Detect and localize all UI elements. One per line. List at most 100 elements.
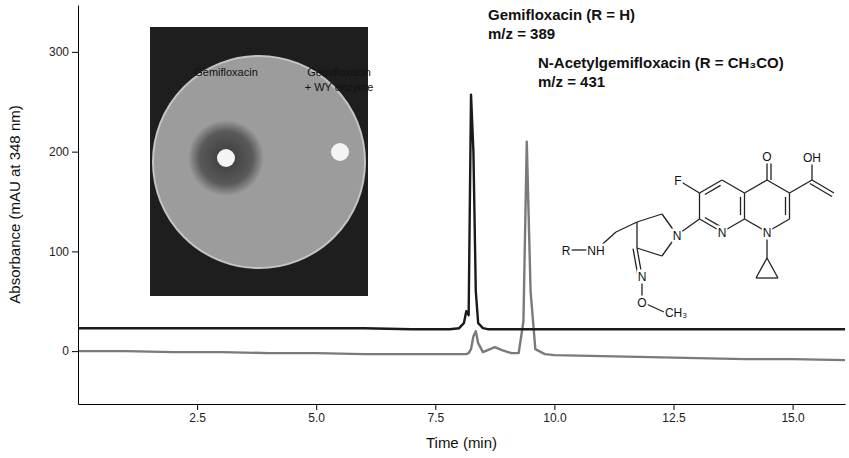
y-axis-line xyxy=(78,6,79,405)
y-tick-label: 300 xyxy=(49,45,69,59)
bond xyxy=(705,185,721,194)
atom-label: OH xyxy=(803,151,821,165)
atom: CH₃ xyxy=(664,306,688,320)
x-axis-line xyxy=(79,404,846,405)
atom: OH xyxy=(802,151,822,165)
x-tick-mark xyxy=(197,404,198,410)
bond xyxy=(637,248,662,256)
x-tick-label: 7.5 xyxy=(427,411,444,425)
bond xyxy=(790,180,813,193)
atom-label: CH₃ xyxy=(665,306,687,320)
x-tick-mark xyxy=(316,404,317,410)
atom-background xyxy=(673,174,682,188)
inset-plate: Gemifloxacin Gemifloxacin + WY enzyme xyxy=(150,27,373,296)
x-tick-mark xyxy=(554,404,555,410)
atom-label: NH xyxy=(587,244,604,258)
atom: F xyxy=(673,174,682,188)
atom-background xyxy=(664,306,688,320)
atom-background xyxy=(762,226,773,240)
atom-background xyxy=(636,296,647,310)
atom: R xyxy=(561,244,572,258)
atom-background xyxy=(672,229,683,243)
atom: N xyxy=(672,229,683,243)
x-tick-label: 15.0 xyxy=(781,411,805,425)
bond xyxy=(616,222,637,232)
y-tick: 100 xyxy=(49,245,78,259)
atom-label: O xyxy=(762,150,771,164)
y-tick-label: 0 xyxy=(62,344,69,358)
y-tick-mark xyxy=(72,251,78,252)
atom-background xyxy=(561,244,572,258)
bond xyxy=(745,180,768,193)
y-axis-title: Absorbance (mAU at 348 nm) xyxy=(6,105,23,303)
x-tick: 15.0 xyxy=(781,404,805,425)
peak-annotation: Gemifloxacin (R = H) xyxy=(488,6,635,23)
x-tick: 2.5 xyxy=(189,404,206,425)
atom-background xyxy=(761,150,772,164)
x-tick-label: 10.0 xyxy=(543,411,567,425)
y-tick-mark xyxy=(72,52,78,53)
inset-label: + WY enzyme xyxy=(305,81,374,93)
atom-label: R xyxy=(562,244,571,258)
bond xyxy=(636,222,637,248)
structure: OOHFNNNNHRNOCH₃ xyxy=(561,150,834,320)
y-axis: 0 100 200 300 xyxy=(49,6,79,405)
y-tick-label: 100 xyxy=(49,245,69,259)
bond xyxy=(756,258,767,278)
x-axis-title: Time (min) xyxy=(426,434,497,451)
inset-label: Gemifloxacin xyxy=(194,66,258,78)
bond xyxy=(744,193,745,219)
atom-background xyxy=(586,244,605,258)
y-tick-mark xyxy=(72,351,78,352)
atom: N xyxy=(637,270,648,284)
bond xyxy=(767,258,778,278)
bond xyxy=(789,193,790,219)
y-tick: 300 xyxy=(49,45,78,59)
x-tick-mark xyxy=(673,404,674,410)
y-tick: 200 xyxy=(49,145,78,159)
atom-label: N xyxy=(673,229,682,243)
y-tick: 0 xyxy=(62,344,78,358)
x-tick-label: 2.5 xyxy=(189,411,206,425)
atom-background xyxy=(717,226,728,240)
x-tick: 7.5 xyxy=(427,404,444,425)
atom-background xyxy=(637,270,648,284)
x-tick: 10.0 xyxy=(543,404,567,425)
bond xyxy=(740,197,741,215)
bond xyxy=(637,214,662,222)
y-tick-mark xyxy=(72,152,78,153)
peak-annotation: m/z = 431 xyxy=(538,73,605,90)
atom: N xyxy=(717,226,728,240)
bond xyxy=(785,197,786,215)
bond xyxy=(722,180,745,193)
inhibition-zone xyxy=(188,120,264,196)
x-tick: 12.5 xyxy=(662,404,686,425)
bond xyxy=(810,183,832,196)
x-tick-label: 12.5 xyxy=(662,411,686,425)
atom: O xyxy=(761,150,772,164)
atom: N xyxy=(762,226,773,240)
peak-annotation: N-Acetylgemifloxacin (R = CH₃CO) xyxy=(538,54,784,71)
atom: O xyxy=(636,296,647,310)
atom: NH xyxy=(586,244,605,258)
x-tick: 5.0 xyxy=(308,404,325,425)
peak-annotation: m/z = 389 xyxy=(488,25,555,42)
x-tick-mark xyxy=(793,404,794,410)
bond xyxy=(767,180,790,193)
x-axis: 2.5 5.0 7.5 10.0 12.5 15.0 xyxy=(79,404,846,425)
atom-label: O xyxy=(637,296,646,310)
x-tick-label: 5.0 xyxy=(308,411,325,425)
bond xyxy=(699,193,700,219)
chart: 2.5 5.0 7.5 10.0 12.5 15.0 0 100 200 300 Time (min… xyxy=(0,0,849,458)
x-tick-mark xyxy=(435,404,436,410)
inset-label: Gemifloxacin xyxy=(307,66,371,78)
atom-label: N xyxy=(718,226,727,240)
atom-label: N xyxy=(763,226,772,240)
y-tick-label: 200 xyxy=(49,145,69,159)
atom-label: F xyxy=(674,174,681,188)
atom-background xyxy=(802,151,822,165)
disk xyxy=(217,149,235,167)
bond xyxy=(756,277,778,278)
disk xyxy=(331,143,349,161)
atom-label: N xyxy=(638,270,647,284)
